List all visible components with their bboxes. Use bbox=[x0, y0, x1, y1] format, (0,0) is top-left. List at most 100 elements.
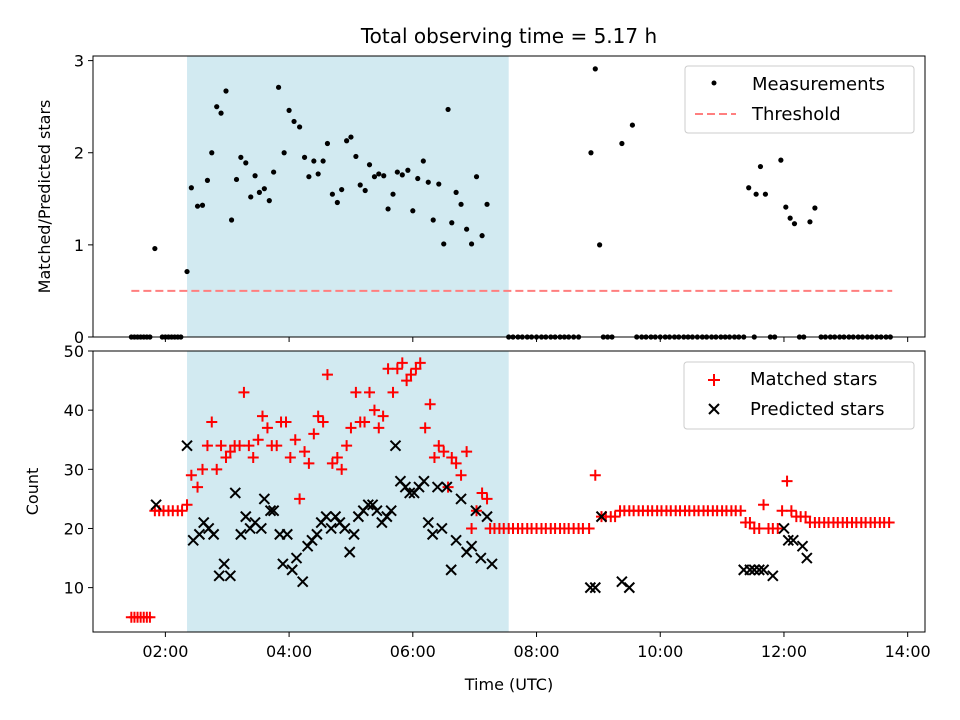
predicted-star-point bbox=[320, 510, 332, 523]
predicted-star-point bbox=[418, 475, 430, 487]
chart-title: Total observing time = 5.17 h bbox=[360, 24, 657, 48]
matched-star-point bbox=[609, 511, 621, 523]
matched-star-point bbox=[252, 434, 264, 446]
matched-star-point bbox=[785, 505, 797, 517]
matched-star-point bbox=[461, 446, 473, 458]
measurement-point bbox=[339, 186, 345, 193]
matched-star-point bbox=[758, 499, 770, 511]
measurement-point bbox=[449, 220, 455, 226]
matched-star-point bbox=[243, 440, 255, 452]
matched-star-point bbox=[776, 505, 788, 517]
predicted-star-point bbox=[213, 570, 225, 582]
predicted-star-point bbox=[486, 558, 498, 570]
measurement-point bbox=[348, 134, 354, 140]
measurement-point bbox=[381, 173, 387, 179]
matched-star-point bbox=[883, 517, 895, 529]
matched-star-point bbox=[247, 451, 259, 463]
predicted-star-point bbox=[431, 481, 444, 493]
predicted-star-point bbox=[296, 576, 309, 588]
measurement-point bbox=[783, 204, 789, 210]
count-y-tick-label: 20 bbox=[64, 519, 84, 538]
predicted-star-point bbox=[465, 540, 478, 552]
measurement-point bbox=[188, 185, 194, 191]
count-x-tick-label: 08:00 bbox=[513, 642, 559, 661]
observing-window-shade bbox=[187, 351, 509, 632]
measurement-point bbox=[199, 202, 206, 208]
matched-star-point bbox=[192, 481, 204, 493]
matched-star-point bbox=[181, 499, 193, 511]
measurement-point bbox=[425, 179, 431, 185]
matched-star-point bbox=[800, 511, 812, 523]
measurement-point bbox=[420, 158, 426, 164]
measurement-point bbox=[266, 198, 272, 204]
matched-star-point bbox=[438, 446, 450, 458]
measurement-point bbox=[306, 174, 312, 180]
predicted-star-point bbox=[404, 487, 416, 499]
matched-star-point bbox=[450, 457, 462, 469]
predicted-star-point bbox=[281, 528, 293, 541]
measurement-point bbox=[399, 172, 405, 178]
matched-star-point bbox=[589, 469, 601, 481]
predicted-star-point bbox=[426, 528, 439, 541]
matched-star-point bbox=[377, 410, 389, 422]
legend-label-matched: Matched stars bbox=[750, 369, 877, 390]
measurement-point bbox=[281, 150, 287, 156]
matched-star-point bbox=[196, 463, 208, 475]
matched-star-point bbox=[772, 522, 784, 534]
count-x-tick-label: 12:00 bbox=[761, 642, 807, 661]
measurement-point bbox=[329, 191, 335, 197]
measurement-point bbox=[441, 241, 447, 247]
measurement-point bbox=[301, 154, 308, 160]
matched-star-point bbox=[419, 422, 431, 434]
predicted-star-point bbox=[450, 534, 462, 547]
measurement-point bbox=[324, 140, 331, 147]
measurement-point bbox=[357, 182, 363, 188]
predicted-star-point bbox=[757, 564, 770, 576]
predicted-star-point bbox=[150, 499, 162, 511]
matched-star-point bbox=[364, 386, 376, 398]
measurement-point bbox=[453, 189, 459, 195]
count-y-axis-label: Count bbox=[23, 468, 42, 516]
measurement-point bbox=[286, 107, 292, 113]
predicted-star-point bbox=[290, 552, 303, 564]
predicted-star-point bbox=[286, 564, 298, 576]
predicted-star-point bbox=[267, 505, 280, 517]
matched-star-point bbox=[317, 416, 329, 428]
measurement-point bbox=[376, 171, 382, 177]
measurement-point bbox=[430, 217, 436, 223]
matched-star-point bbox=[428, 451, 440, 463]
ratio-y-tick-label: 0 bbox=[74, 328, 84, 347]
measurement-point bbox=[223, 88, 229, 94]
measurement-point bbox=[214, 104, 220, 110]
matched-star-point bbox=[446, 451, 458, 463]
matched-star-point bbox=[303, 457, 315, 469]
predicted-star-point bbox=[301, 540, 314, 552]
measurement-point bbox=[394, 169, 400, 175]
measurement-point bbox=[194, 203, 201, 209]
count-y-tick-label: 40 bbox=[64, 401, 84, 420]
measurement-point bbox=[271, 169, 277, 175]
matched-star-point bbox=[391, 363, 403, 375]
matched-star-point bbox=[583, 522, 595, 534]
measurement-point bbox=[334, 199, 340, 206]
matched-star-point bbox=[176, 505, 188, 517]
measurement-point bbox=[204, 177, 211, 183]
legend-marker-predicted bbox=[708, 403, 720, 415]
measurement-point bbox=[390, 191, 396, 197]
matched-star-point bbox=[289, 434, 301, 446]
measurement-point bbox=[778, 157, 784, 163]
predicted-star-point bbox=[207, 528, 220, 541]
ratio-y-axis: 0 1 2 3 bbox=[74, 52, 93, 347]
measurement-point bbox=[256, 189, 262, 195]
count-x-tick-label: 06:00 bbox=[390, 642, 436, 661]
predicted-star-point bbox=[455, 493, 467, 505]
measurement-point bbox=[746, 185, 752, 191]
measurement-point bbox=[588, 150, 594, 156]
ratio-y-tick-label: 1 bbox=[74, 236, 84, 255]
predicted-star-point bbox=[366, 499, 379, 511]
matched-star-point bbox=[744, 517, 756, 529]
legend-label-measurements: Measurements bbox=[752, 74, 885, 95]
matched-star-point bbox=[185, 469, 197, 481]
ratio-legend-box bbox=[684, 65, 915, 134]
count-x-tick-label: 10:00 bbox=[637, 642, 683, 661]
